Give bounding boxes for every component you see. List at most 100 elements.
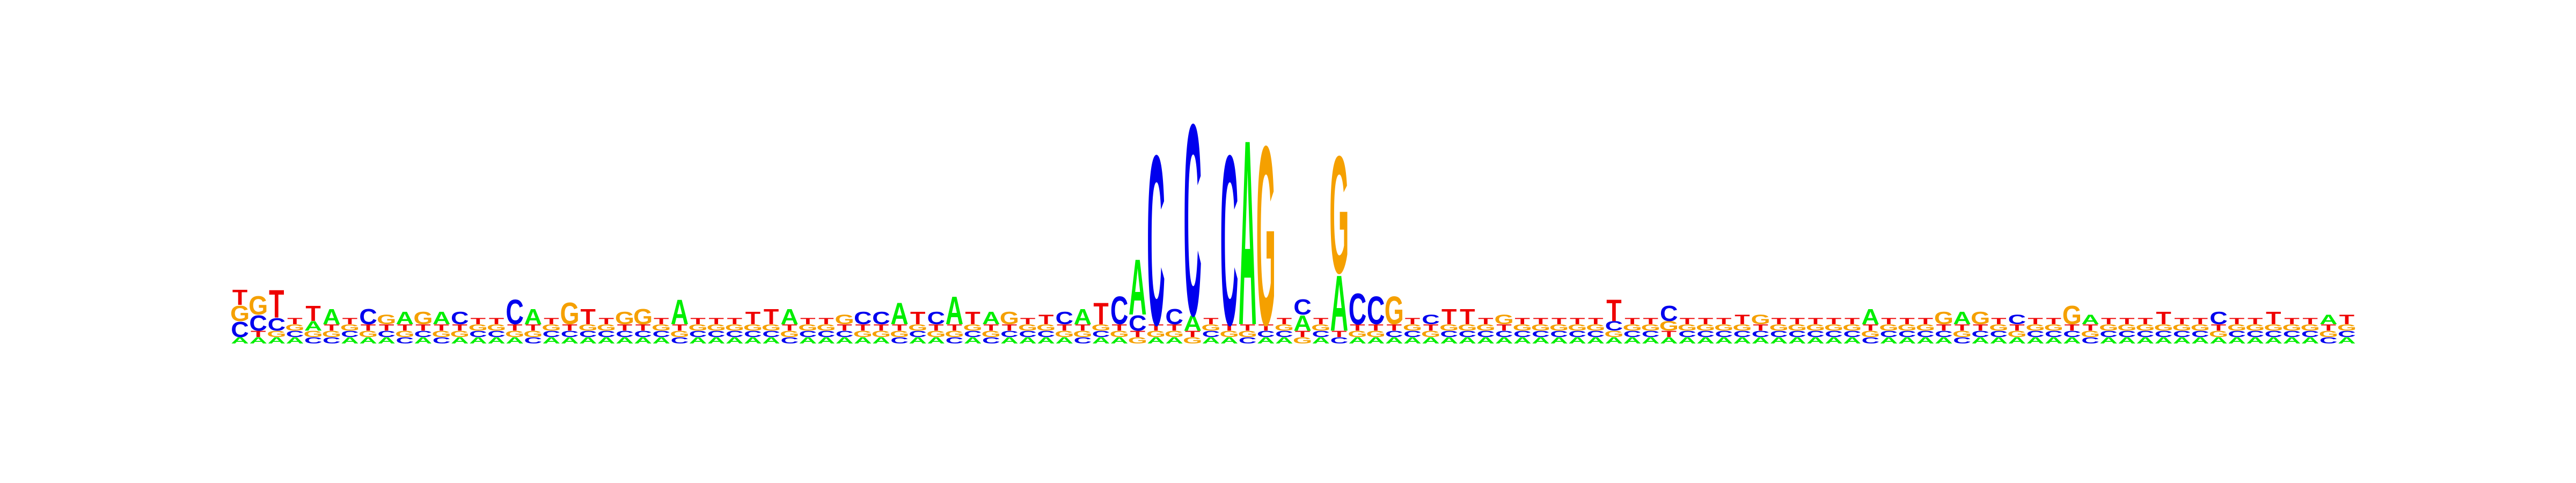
logo-letter-T: T xyxy=(1185,329,1200,339)
logo-letter-C: C xyxy=(1000,329,1019,339)
logo-letter-A: A xyxy=(1532,335,1550,345)
logo-letter-T: T xyxy=(1991,316,2006,326)
logo-letter-C: C xyxy=(2265,329,2283,339)
logo-letter-A: A xyxy=(1862,304,1880,329)
logo-letter-A: A xyxy=(1147,335,1165,345)
logo-letter-T: T xyxy=(2119,316,2134,326)
logo-letter-A: A xyxy=(1385,335,1403,345)
logo-letter-T: T xyxy=(452,323,467,332)
logo-letter-A: A xyxy=(634,335,652,345)
logo-letter-A: A xyxy=(2191,335,2209,345)
logo-letter-A: A xyxy=(377,335,396,345)
logo-letter-T: T xyxy=(1148,323,1163,332)
logo-letter-T: T xyxy=(1588,316,1603,326)
logo-letter-C: C xyxy=(1898,329,1916,339)
logo-letter-G: G xyxy=(1586,323,1605,332)
logo-letter-C: C xyxy=(1880,329,1898,339)
logo-letter-A: A xyxy=(1440,335,1458,345)
logo-letter-T: T xyxy=(984,323,999,332)
logo-letter-A: A xyxy=(964,335,982,345)
logo-letter-T: T xyxy=(1570,316,1585,326)
logo-letter-A: A xyxy=(1019,335,1037,345)
logo-letter-A: A xyxy=(286,335,304,345)
logo-letter-A: A xyxy=(1623,335,1642,345)
logo-letter-T: T xyxy=(415,323,430,332)
logo-letter-A: A xyxy=(2283,335,2301,345)
logo-letter-G: G xyxy=(1385,289,1404,333)
logo-letter-G: G xyxy=(523,329,543,339)
logo-letter-G: G xyxy=(1146,329,1166,339)
logo-letter-G: G xyxy=(1678,323,1697,332)
logo-letter-A: A xyxy=(506,335,524,345)
logo-letter-T: T xyxy=(2229,316,2244,326)
logo-letter-G: G xyxy=(1275,323,1294,332)
logo-letter-C: C xyxy=(707,329,726,339)
logo-letter-C: C xyxy=(2081,335,2099,345)
logo-letter-T: T xyxy=(1331,329,1346,339)
logo-letter-T: T xyxy=(1368,323,1383,332)
logo-letter-G: G xyxy=(2209,329,2228,339)
logo-letter-C: C xyxy=(1806,329,1825,339)
logo-letter-T: T xyxy=(397,323,412,332)
logo-letter-A: A xyxy=(1330,260,1349,348)
logo-letter-C: C xyxy=(1330,335,1349,345)
logo-letter-T: T xyxy=(489,316,504,326)
logo-letter-A: A xyxy=(1825,335,1843,345)
logo-letter-T: T xyxy=(599,316,614,326)
logo-letter-A: A xyxy=(1129,244,1147,332)
logo-letter-C: C xyxy=(652,329,670,339)
logo-letter-G: G xyxy=(2337,323,2357,332)
logo-letter-C: C xyxy=(377,329,396,339)
logo-letter-C: C xyxy=(726,329,744,339)
logo-letter-G: G xyxy=(1201,323,1220,332)
logo-letter-G: G xyxy=(2172,323,2192,332)
logo-letter-A: A xyxy=(1056,335,1074,345)
logo-letter-C: C xyxy=(1916,329,1935,339)
logo-letter-A: A xyxy=(1587,335,1605,345)
logo-letter-C: C xyxy=(249,311,267,335)
logo-letter-T: T xyxy=(1826,316,1841,326)
logo-letter-T: T xyxy=(1680,316,1695,326)
logo-letter-T: T xyxy=(1002,323,1017,332)
logo-letter-C: C xyxy=(909,329,927,339)
logo-letter-T: T xyxy=(1808,316,1823,326)
logo-letter-C: C xyxy=(1403,329,1422,339)
logo-letter-C: C xyxy=(414,329,433,339)
logo-letter-A: A xyxy=(2246,335,2264,345)
logo-letter-T: T xyxy=(874,323,889,332)
logo-letter-T: T xyxy=(1423,323,1438,332)
logo-letter-C: C xyxy=(2209,309,2228,328)
logo-letter-A: A xyxy=(890,297,909,331)
logo-letter-C: C xyxy=(524,335,542,345)
logo-letter-A: A xyxy=(671,292,689,332)
logo-letter-C: C xyxy=(2338,329,2356,339)
logo-letter-T: T xyxy=(2028,316,2043,326)
logo-letter-T: T xyxy=(672,323,687,332)
logo-letter-G: G xyxy=(2117,323,2136,332)
logo-letter-G: G xyxy=(1421,329,1440,339)
logo-letter-C: C xyxy=(597,329,616,339)
logo-letter-T: T xyxy=(855,323,870,332)
logo-letter-T: T xyxy=(1405,316,1420,326)
logo-letter-C: C xyxy=(1349,285,1367,334)
logo-letter-A: A xyxy=(2209,335,2228,345)
logo-letter-C: C xyxy=(1550,329,1568,339)
logo-letter-A: A xyxy=(1752,335,1770,345)
logo-letter-G: G xyxy=(2081,329,2100,339)
logo-letter-A: A xyxy=(1806,335,1825,345)
logo-letter-G: G xyxy=(816,323,836,332)
logo-letter-A: A xyxy=(1422,335,1440,345)
logo-letter-C: C xyxy=(561,329,579,339)
logo-letter-G: G xyxy=(395,329,414,339)
logo-letter-C: C xyxy=(799,329,817,339)
logo-letter-A: A xyxy=(323,304,341,329)
logo-letter-T: T xyxy=(1955,323,1970,332)
logo-letter-T: T xyxy=(690,316,705,326)
logo-letter-T: T xyxy=(2138,316,2153,326)
logo-letter-C: C xyxy=(927,309,946,328)
logo-letter-G: G xyxy=(762,323,781,332)
logo-letter-G: G xyxy=(1751,312,1770,327)
logo-letter-C: C xyxy=(1183,67,1202,372)
logo-letter-A: A xyxy=(1092,335,1110,345)
logo-letter-A: A xyxy=(2118,335,2136,345)
